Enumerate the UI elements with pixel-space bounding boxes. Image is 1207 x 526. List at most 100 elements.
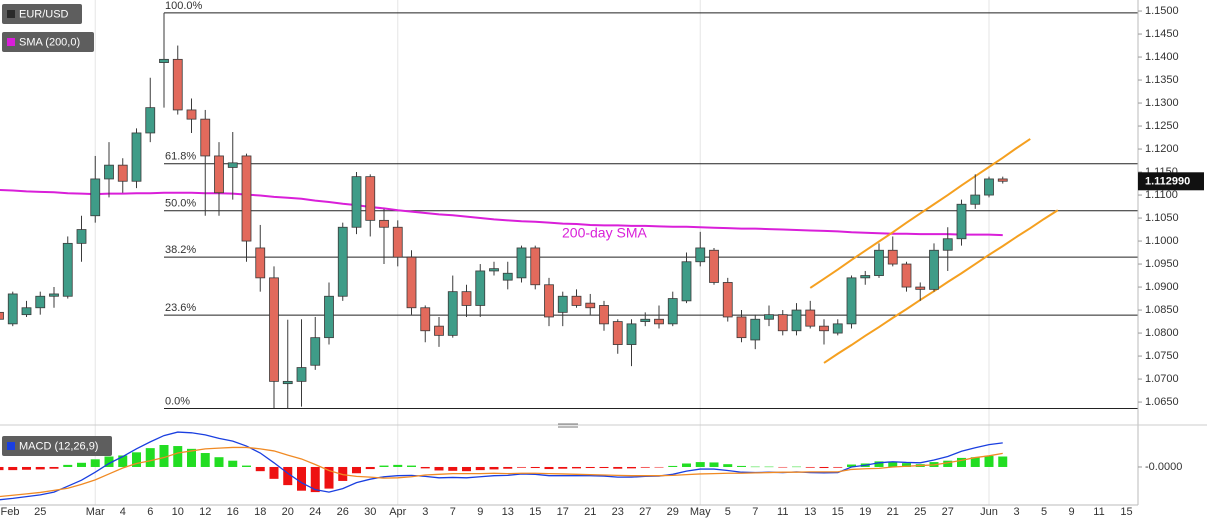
candle-body — [516, 247, 527, 279]
candle-body — [200, 118, 211, 157]
macd-line — [0, 431, 1003, 501]
histogram-bar — [434, 466, 444, 471]
candle-body — [62, 242, 73, 297]
histogram-bar — [49, 466, 59, 469]
y-tick-label: 1.1050 — [1145, 212, 1179, 224]
x-tick-label: Jun — [980, 506, 998, 518]
x-tick-label: 30 — [364, 506, 376, 518]
x-tick-label: Feb — [1, 506, 20, 518]
candle-body — [791, 309, 802, 332]
y-tick-label: -0.0000 — [1145, 461, 1182, 473]
histogram-bar — [888, 461, 898, 467]
histogram-bar — [833, 466, 843, 468]
candle-body — [420, 307, 431, 332]
price-panel: 100.0% 61.8% 50.0% 38.2% 23.6% 0.0% — [0, 0, 1138, 409]
candle-body — [131, 132, 142, 182]
signal-line — [0, 446, 1003, 498]
x-tick-label: May — [690, 506, 711, 518]
histogram-bar — [847, 464, 856, 467]
candle-body — [214, 155, 224, 194]
candle-body — [255, 247, 266, 279]
histogram-bar — [475, 466, 485, 471]
candle-body — [365, 176, 376, 221]
candle-body — [997, 178, 1008, 182]
fib-label: 50.0% — [165, 198, 196, 210]
histogram-bar — [654, 466, 664, 468]
x-tick-label: 11 — [777, 506, 788, 518]
candle-body — [887, 249, 898, 265]
x-tick-label: 5 — [1041, 506, 1047, 518]
y-tick-label: 1.1300 — [1145, 97, 1179, 109]
histogram-bar — [393, 464, 403, 467]
candle-body — [76, 229, 87, 244]
histogram-bar — [503, 466, 513, 469]
x-tick-label: 6 — [147, 506, 153, 518]
histogram-bar — [970, 457, 980, 467]
candle-body — [544, 284, 554, 318]
y-tick-label: 1.0650 — [1145, 396, 1179, 408]
x-tick-label: 25 — [34, 506, 46, 518]
histogram-bar — [737, 465, 746, 467]
legend-label: SMA (200,0) — [19, 36, 80, 48]
candle-body — [269, 277, 279, 382]
histogram-bar — [310, 466, 320, 493]
candle-body — [805, 309, 816, 327]
x-tick-label: 19 — [859, 506, 871, 518]
y-tick-label: 1.1100 — [1145, 189, 1178, 201]
fib-label: 23.6% — [165, 302, 196, 314]
candle-body — [777, 314, 788, 332]
candle-body — [172, 58, 183, 111]
candle-body — [599, 305, 609, 325]
candle-body — [337, 226, 348, 297]
candle-body — [227, 162, 238, 168]
fib-label: 38.2% — [165, 244, 196, 256]
macd-title: MACD (12,26,9) — [19, 440, 98, 452]
histogram-bar — [462, 466, 471, 472]
histogram-bar — [297, 466, 306, 491]
histogram-bar — [778, 466, 788, 468]
candle-body — [874, 249, 884, 276]
histogram-bar — [159, 445, 169, 467]
candle-body — [502, 272, 513, 281]
candle-body — [7, 293, 18, 325]
x-tick-label: 29 — [667, 506, 679, 518]
histogram-bar — [77, 462, 86, 467]
x-tick-label: 24 — [309, 506, 321, 518]
histogram-bar — [792, 466, 801, 468]
x-tick-label: 25 — [914, 506, 926, 518]
histogram-bar — [255, 466, 265, 472]
candle-body — [475, 270, 486, 306]
x-tick-label: Apr — [389, 506, 406, 518]
histogram-bar — [998, 456, 1008, 467]
histogram-bar — [269, 466, 279, 479]
histogram-bar — [132, 452, 141, 467]
candle-body — [750, 318, 761, 341]
histogram-bar — [200, 453, 210, 467]
histogram-bar — [517, 466, 526, 468]
candle-body — [324, 295, 334, 339]
histogram-bar — [489, 466, 499, 470]
y-tick-label: 1.1200 — [1145, 143, 1179, 155]
legend-swatch — [7, 442, 15, 450]
candle-body — [612, 321, 623, 345]
y-tick-label: 1.0850 — [1145, 304, 1179, 316]
macd-panel — [0, 431, 1008, 501]
sma-line — [0, 189, 1003, 237]
histogram-bar — [613, 466, 623, 469]
x-tick-label: 27 — [639, 506, 651, 518]
candle-body — [296, 367, 307, 382]
candle-body — [901, 263, 912, 288]
y-tick-label: 1.0750 — [1145, 350, 1179, 362]
candle-body — [667, 298, 678, 325]
histogram-bar — [90, 459, 100, 467]
x-tick-label: 7 — [752, 506, 758, 518]
legend-swatch — [7, 10, 15, 18]
candle-body — [117, 164, 128, 182]
histogram-bar — [668, 465, 678, 467]
x-tick-label: 16 — [227, 506, 239, 518]
histogram-bar — [379, 465, 389, 467]
x-tick-label: 17 — [557, 506, 569, 518]
legend-box — [2, 4, 82, 24]
